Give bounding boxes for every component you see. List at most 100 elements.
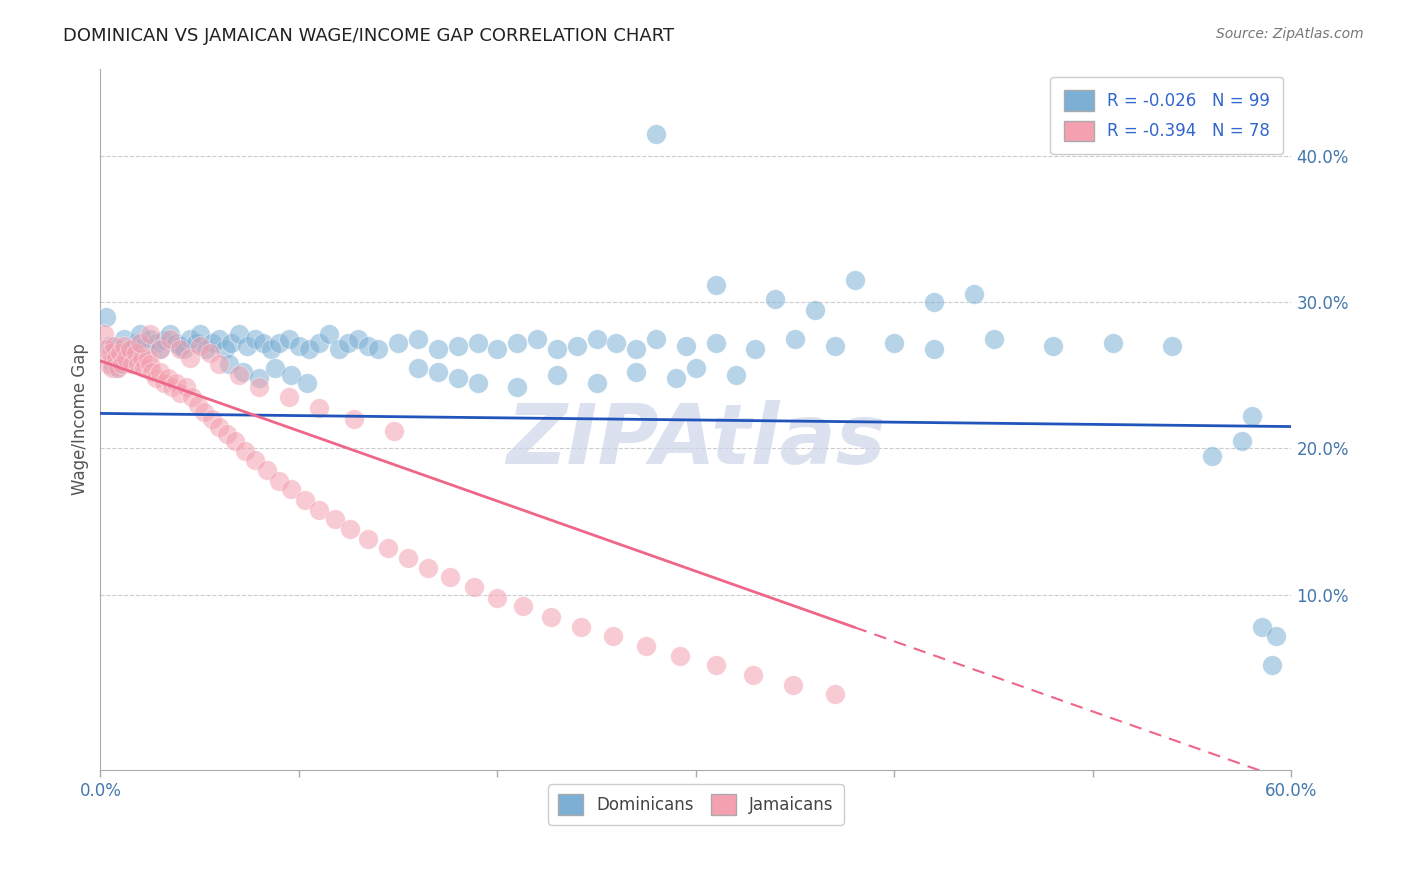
Point xyxy=(387,336,409,351)
Point xyxy=(96,342,118,356)
Point xyxy=(645,128,668,142)
Point xyxy=(121,357,143,371)
Point xyxy=(416,561,439,575)
Point xyxy=(343,412,366,426)
Point xyxy=(467,376,489,390)
Point xyxy=(339,522,361,536)
Point xyxy=(295,376,318,390)
Point xyxy=(1250,620,1272,634)
Point xyxy=(145,336,167,351)
Point xyxy=(224,434,246,449)
Point xyxy=(173,342,195,356)
Text: ZIPAtlas: ZIPAtlas xyxy=(506,400,886,481)
Point xyxy=(377,541,399,555)
Point xyxy=(108,346,131,360)
Point xyxy=(665,371,688,385)
Point xyxy=(228,368,250,383)
Point xyxy=(569,620,592,634)
Point xyxy=(308,503,330,517)
Point xyxy=(108,351,131,365)
Point xyxy=(256,463,278,477)
Point xyxy=(308,401,330,415)
Point xyxy=(782,678,804,692)
Point xyxy=(120,342,142,356)
Point xyxy=(267,336,290,351)
Point xyxy=(101,361,124,376)
Point xyxy=(486,591,509,605)
Point xyxy=(1042,339,1064,353)
Point xyxy=(200,336,222,351)
Point xyxy=(1161,339,1184,353)
Point xyxy=(179,351,201,365)
Point xyxy=(763,293,786,307)
Point xyxy=(526,332,548,346)
Point xyxy=(382,424,405,438)
Point xyxy=(426,366,449,380)
Point xyxy=(153,334,176,348)
Y-axis label: Wage/Income Gap: Wage/Income Gap xyxy=(72,343,89,495)
Point xyxy=(194,342,217,356)
Point xyxy=(963,286,986,301)
Point xyxy=(129,327,152,342)
Point xyxy=(117,346,139,360)
Point xyxy=(193,405,215,419)
Point xyxy=(247,380,270,394)
Point xyxy=(141,366,163,380)
Point xyxy=(824,687,846,701)
Point xyxy=(218,357,240,371)
Point xyxy=(318,327,340,342)
Point xyxy=(347,332,370,346)
Point xyxy=(115,351,138,365)
Point xyxy=(103,339,125,353)
Point xyxy=(111,357,134,371)
Point xyxy=(165,336,187,351)
Point xyxy=(260,342,283,356)
Point xyxy=(98,346,121,360)
Point xyxy=(512,599,534,614)
Point xyxy=(294,492,316,507)
Point xyxy=(467,336,489,351)
Point xyxy=(105,361,128,376)
Point xyxy=(169,342,191,356)
Point xyxy=(804,302,827,317)
Point xyxy=(139,332,162,346)
Point xyxy=(217,426,239,441)
Point xyxy=(585,332,607,346)
Point xyxy=(208,419,231,434)
Point xyxy=(101,357,124,371)
Point xyxy=(107,361,129,376)
Point xyxy=(278,390,301,404)
Point xyxy=(357,532,380,546)
Point xyxy=(1230,434,1253,449)
Point xyxy=(105,342,128,356)
Point xyxy=(626,366,648,380)
Point xyxy=(724,368,747,383)
Point xyxy=(121,342,143,356)
Point xyxy=(1201,449,1223,463)
Point xyxy=(208,332,231,346)
Point xyxy=(180,390,202,404)
Point xyxy=(278,332,301,346)
Point xyxy=(280,483,302,497)
Point xyxy=(252,336,274,351)
Point xyxy=(406,361,429,376)
Point xyxy=(221,336,243,351)
Point xyxy=(169,339,191,353)
Point xyxy=(357,339,380,353)
Point xyxy=(922,295,945,310)
Point xyxy=(214,342,236,356)
Point xyxy=(396,551,419,566)
Point xyxy=(159,327,181,342)
Point xyxy=(546,342,568,356)
Point xyxy=(145,371,167,385)
Point xyxy=(149,366,172,380)
Point xyxy=(165,376,187,390)
Point xyxy=(540,609,562,624)
Point xyxy=(1101,336,1123,351)
Point xyxy=(156,371,179,385)
Point xyxy=(506,336,529,351)
Point xyxy=(198,346,221,360)
Point xyxy=(328,342,350,356)
Point xyxy=(685,361,707,376)
Point xyxy=(742,668,765,682)
